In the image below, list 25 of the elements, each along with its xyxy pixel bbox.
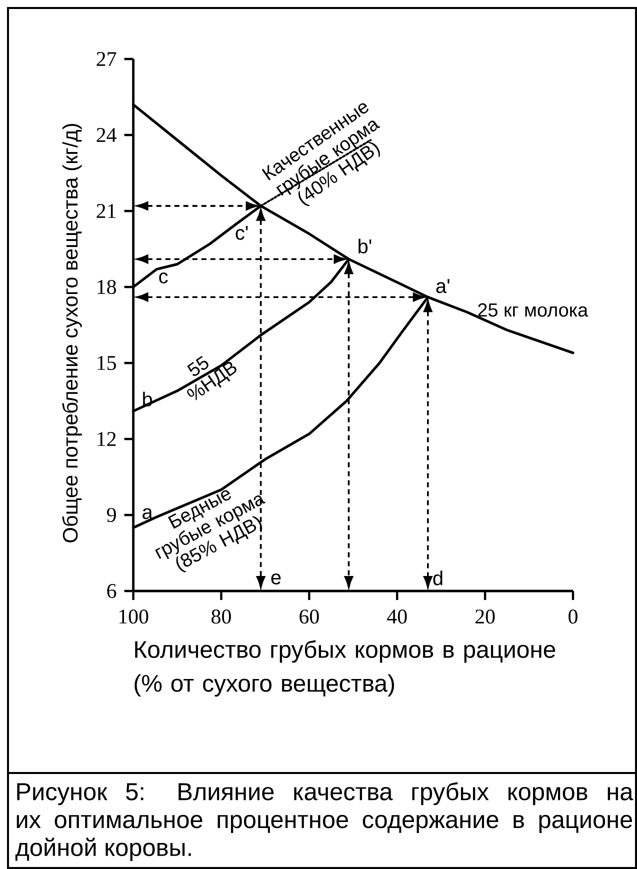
x-axis-title: Количество грубых кормов в рационе (% от сухого вещества) xyxy=(134,640,556,697)
annotation: b' xyxy=(358,238,372,254)
y-tick-label: 27 xyxy=(96,52,116,66)
x-tick-label: 60 xyxy=(300,610,319,624)
y-tick-label: 9 xyxy=(106,508,116,522)
y-tick-label: 6 xyxy=(107,584,116,598)
annotation: a xyxy=(142,508,153,520)
text: Рисунок 5: Влияние качества грубых кормов на их оптимальное процентное содержание в рационе дойной коровы. xyxy=(15,782,634,861)
x-tick-label: 80 xyxy=(212,610,231,624)
x-tick-label: 0 xyxy=(568,610,578,624)
annotation: a' xyxy=(436,279,450,294)
annotation: e xyxy=(271,574,281,584)
y-tick-label: 15 xyxy=(98,356,116,370)
annotation: c' xyxy=(236,226,248,240)
y-tick-label: 12 xyxy=(98,432,116,446)
annotation: d xyxy=(433,570,442,586)
y-axis-title: Общее потребление сухого вещества (кг/д) xyxy=(62,124,82,542)
y-tick-label: 18 xyxy=(98,280,116,294)
x-tick-label: 20 xyxy=(476,610,495,624)
series-label: 25 кг молока xyxy=(478,303,588,317)
y-tick-label: 24 xyxy=(96,128,116,142)
annotation: c xyxy=(159,272,168,284)
x-tick-label: 100 xyxy=(119,610,148,624)
x-tick-label: 40 xyxy=(387,610,407,624)
y-tick-label: 21 xyxy=(96,204,116,218)
